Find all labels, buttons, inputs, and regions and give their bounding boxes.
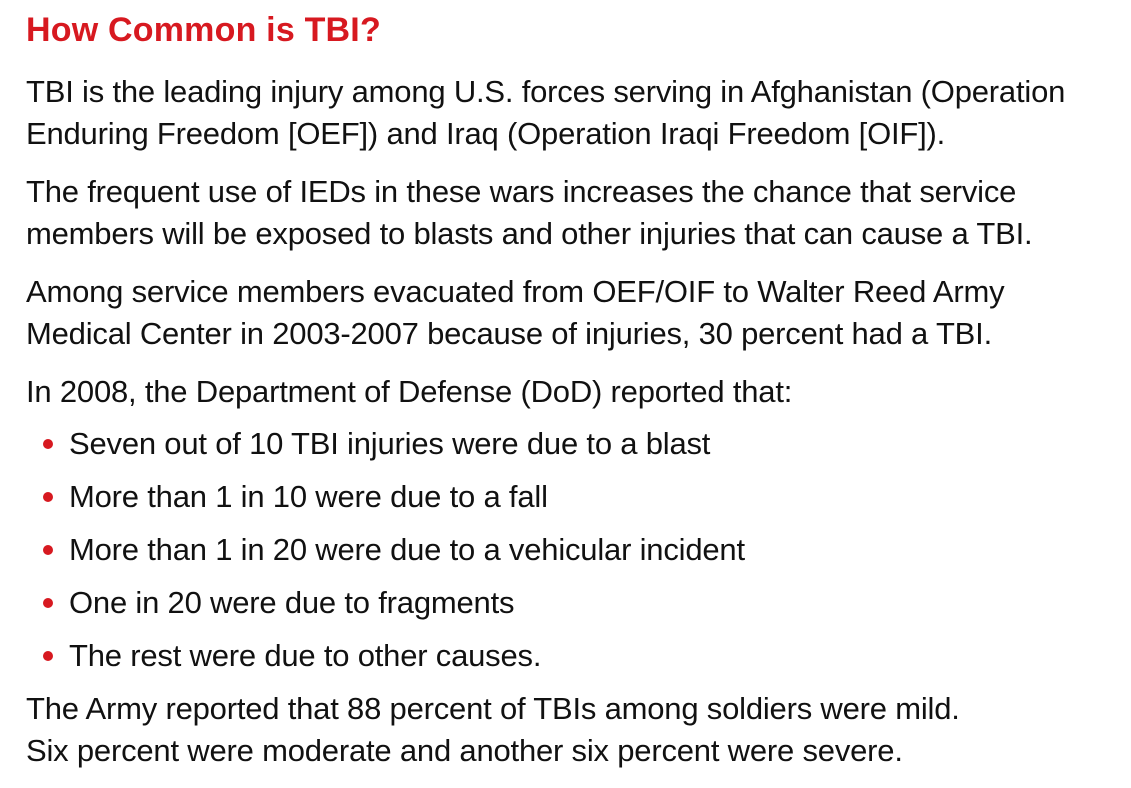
bullet-icon	[43, 492, 53, 502]
list-item: Seven out of 10 TBI injuries were due to…	[26, 423, 1121, 465]
list-item-text: More than 1 in 10 were due to a fall	[69, 479, 548, 514]
paragraph-line: Medical Center in 2003-2007 because of i…	[26, 316, 992, 351]
bullet-icon	[43, 545, 53, 555]
page-title: How Common is TBI?	[26, 11, 381, 49]
list-item: More than 1 in 20 were due to a vehicula…	[26, 529, 1121, 571]
dod-intro: In 2008, the Department of Defense (DoD)…	[26, 374, 793, 409]
list-item: The rest were due to other causes.	[26, 635, 1121, 677]
paragraph-line: Enduring Freedom [OEF]) and Iraq (Operat…	[26, 116, 946, 151]
list-item-text: More than 1 in 20 were due to a vehicula…	[69, 532, 745, 567]
paragraph-line: TBI is the leading injury among U.S. for…	[26, 74, 1066, 109]
bullet-icon	[43, 598, 53, 608]
paragraph-line: The Army reported that 88 percent of TBI…	[26, 691, 960, 726]
paragraph-line: The frequent use of IEDs in these wars i…	[26, 174, 1017, 209]
list-item-text: The rest were due to other causes.	[69, 638, 542, 673]
paragraph-line: members will be exposed to blasts and ot…	[26, 216, 1033, 251]
paragraph-ied-use: The frequent use of IEDs in these wars i…	[26, 171, 1121, 255]
paragraph-army-severity: The Army reported that 88 percent of TBI…	[26, 688, 1121, 772]
bullet-icon	[43, 651, 53, 661]
list-item: One in 20 were due to fragments	[26, 582, 1121, 624]
list-item: More than 1 in 10 were due to a fall	[26, 476, 1121, 518]
paragraph-walter-reed: Among service members evacuated from OEF…	[26, 271, 1121, 355]
paragraph-line: Six percent were moderate and another si…	[26, 733, 903, 768]
document-content: How Common is TBI? TBI is the leading in…	[26, 8, 1121, 788]
bullet-icon	[43, 439, 53, 449]
list-item-text: One in 20 were due to fragments	[69, 585, 515, 620]
list-item-text: Seven out of 10 TBI injuries were due to…	[69, 426, 711, 461]
paragraph-leading-injury: TBI is the leading injury among U.S. for…	[26, 71, 1121, 155]
injury-causes-list: Seven out of 10 TBI injuries were due to…	[26, 423, 1121, 677]
paragraph-line: Among service members evacuated from OEF…	[26, 274, 1005, 309]
